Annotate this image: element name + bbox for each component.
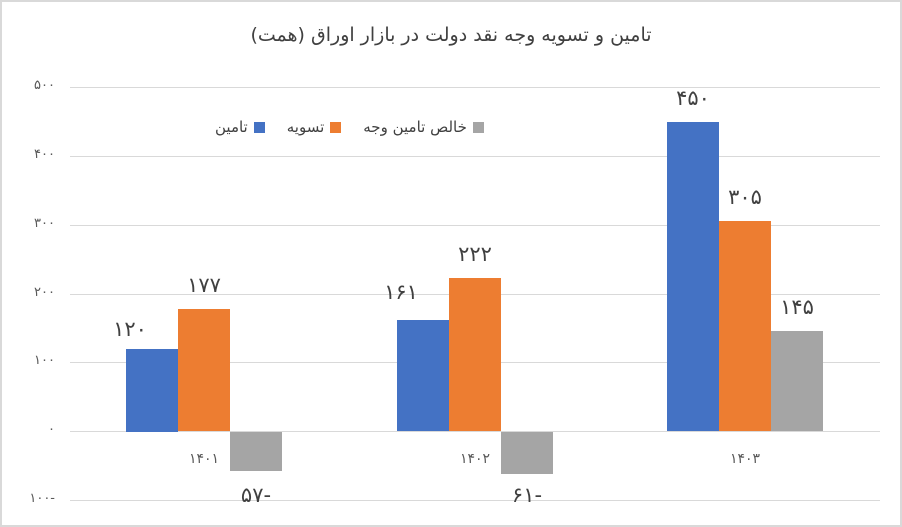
y-tick-label: ۵۰۰ <box>34 78 55 93</box>
bar-tasvieh <box>449 278 501 431</box>
legend-item-tasvieh: تسویه <box>287 118 342 136</box>
legend-swatch-blue-icon <box>253 121 265 133</box>
legend: تامین تسویه خالص تامین وجه <box>215 118 484 136</box>
data-label: ۱۲۰ <box>113 317 147 341</box>
gridline <box>70 500 880 501</box>
data-label: ۶۱- <box>511 483 543 507</box>
y-tick-label: ۱۰۰- <box>29 491 55 506</box>
y-tick-label: ۲۰۰ <box>34 285 55 300</box>
data-label: ۲۲۲ <box>458 242 492 266</box>
legend-item-net: خالص تامین وجه <box>363 118 484 136</box>
data-label: ۱۷۷ <box>187 273 221 297</box>
x-category-label: ۱۴۰۳ <box>729 451 761 467</box>
legend-swatch-gray-icon <box>472 121 484 133</box>
legend-swatch-orange-icon <box>330 121 342 133</box>
bar-net <box>771 331 823 431</box>
bar-tamin <box>397 320 449 431</box>
legend-label: خالص تامین وجه <box>363 118 467 136</box>
bar-net <box>501 432 553 474</box>
gridline <box>70 431 880 432</box>
gridline <box>70 87 880 88</box>
y-tick-label: ۱۰۰ <box>34 353 55 368</box>
x-category-label: ۱۴۰۲ <box>459 451 491 467</box>
legend-label: تامین <box>215 118 248 136</box>
bar-tasvieh <box>719 221 771 431</box>
legend-item-tamin: تامین <box>215 118 265 136</box>
gridline <box>70 156 880 157</box>
chart-title: تامین و تسویه وجه نقد دولت در بازار اورا… <box>250 24 652 46</box>
x-category-label: ۱۴۰۱ <box>188 451 220 467</box>
data-label: ۱۶۱ <box>384 280 418 304</box>
data-label: ۵۷- <box>240 483 272 507</box>
bar-tamin <box>667 122 719 431</box>
legend-label: تسویه <box>286 118 325 136</box>
y-tick-label: ۳۰۰ <box>34 216 55 231</box>
y-tick-label: ۴۰۰ <box>34 147 55 162</box>
data-label: ۴۵۰ <box>676 86 710 110</box>
y-tick-label: ۰ <box>48 422 55 437</box>
gridline <box>70 225 880 226</box>
data-label: ۳۰۵ <box>728 185 762 209</box>
bar-net <box>230 432 282 471</box>
bar-tasvieh <box>178 309 230 431</box>
data-label: ۱۴۵ <box>780 295 814 319</box>
bar-tamin <box>126 349 178 432</box>
